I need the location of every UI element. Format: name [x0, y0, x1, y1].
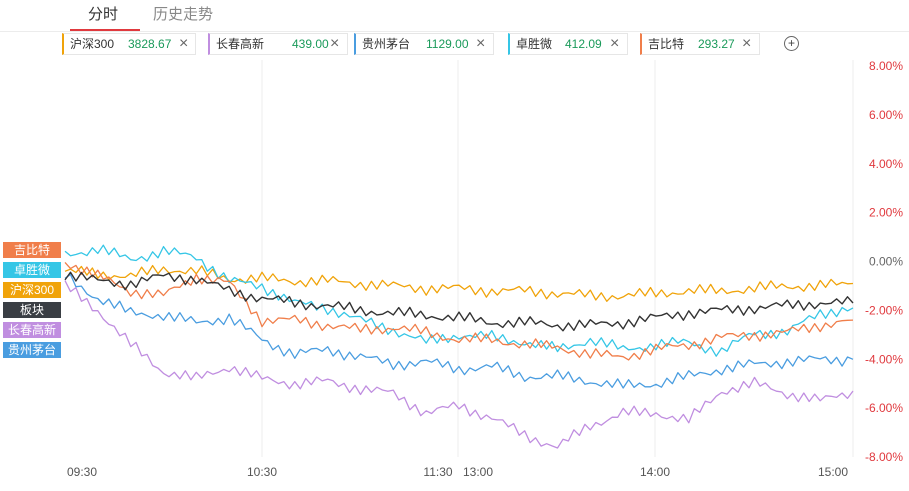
y-tick-label: 8.00%	[869, 59, 903, 73]
plus-circle-icon[interactable]: +	[784, 36, 799, 51]
x-tick-label: 10:30	[247, 465, 277, 479]
y-tick-label: -6.00%	[865, 401, 903, 415]
side-tag-hs300: 沪深300	[3, 282, 61, 298]
legend-value: 1129.00	[426, 37, 469, 51]
series-line-4	[64, 261, 854, 361]
y-tick-label: -4.00%	[865, 352, 903, 366]
tab-intraday[interactable]: 分时	[88, 6, 119, 23]
legend-chip-hs300[interactable]: 沪深300 3828.67 ×	[62, 33, 196, 55]
side-tag-jibite: 吉比特	[3, 242, 61, 258]
legend-chip-jibite[interactable]: 吉比特 293.27 ×	[640, 33, 760, 55]
series-line-3	[64, 244, 854, 357]
close-icon[interactable]: ×	[330, 35, 340, 52]
legend-value: 412.09	[565, 37, 602, 51]
series-line-2	[64, 273, 854, 389]
side-tag-sector: 板块	[3, 302, 61, 318]
x-tick-label: 09:30	[67, 465, 97, 479]
legend-value: 293.27	[698, 37, 735, 51]
side-tag-changchun: 长春高新	[3, 322, 61, 338]
legend-chip-changchun[interactable]: 长春高新 439.00 ×	[208, 33, 348, 55]
legend-chip-zhuoshengwei[interactable]: 卓胜微 412.09 ×	[508, 33, 628, 55]
y-tick-label: 0.00%	[869, 255, 903, 269]
series-line-1	[64, 280, 854, 449]
series-line-5	[64, 271, 854, 332]
close-icon[interactable]: ×	[476, 35, 486, 52]
x-tick-label: 11:30	[423, 465, 452, 479]
side-tag-zhuoshengwei: 卓胜微	[3, 262, 61, 278]
tab-history[interactable]: 历史走势	[153, 6, 214, 23]
x-tick-label: 15:00	[818, 465, 848, 479]
legend-value: 3828.67	[128, 37, 172, 51]
x-tick-label: 14:00	[640, 465, 670, 479]
close-icon[interactable]: ×	[742, 35, 752, 52]
legend-name: 长春高新	[216, 37, 265, 51]
legend-name: 贵州茅台	[362, 37, 411, 51]
legend-name: 吉比特	[648, 37, 685, 51]
y-tick-label: 6.00%	[869, 108, 903, 122]
y-tick-label: -2.00%	[865, 303, 903, 317]
close-icon[interactable]: ×	[179, 35, 189, 52]
legend-name: 沪深300	[70, 37, 115, 51]
y-tick-label: -8.00%	[865, 450, 903, 464]
side-tag-moutai: 贵州茅台	[3, 342, 61, 358]
x-tick-label: 13:00	[463, 465, 493, 479]
tab-bar: 分时 历史走势	[0, 0, 909, 32]
close-icon[interactable]: ×	[610, 35, 620, 52]
y-tick-label: 4.00%	[869, 157, 903, 171]
y-tick-label: 2.00%	[869, 206, 903, 220]
legend-chip-moutai[interactable]: 贵州茅台 1129.00 ×	[354, 33, 494, 55]
legend-value: 439.00	[292, 37, 329, 51]
legend-name: 卓胜微	[516, 37, 553, 51]
active-tab-indicator	[70, 29, 140, 31]
